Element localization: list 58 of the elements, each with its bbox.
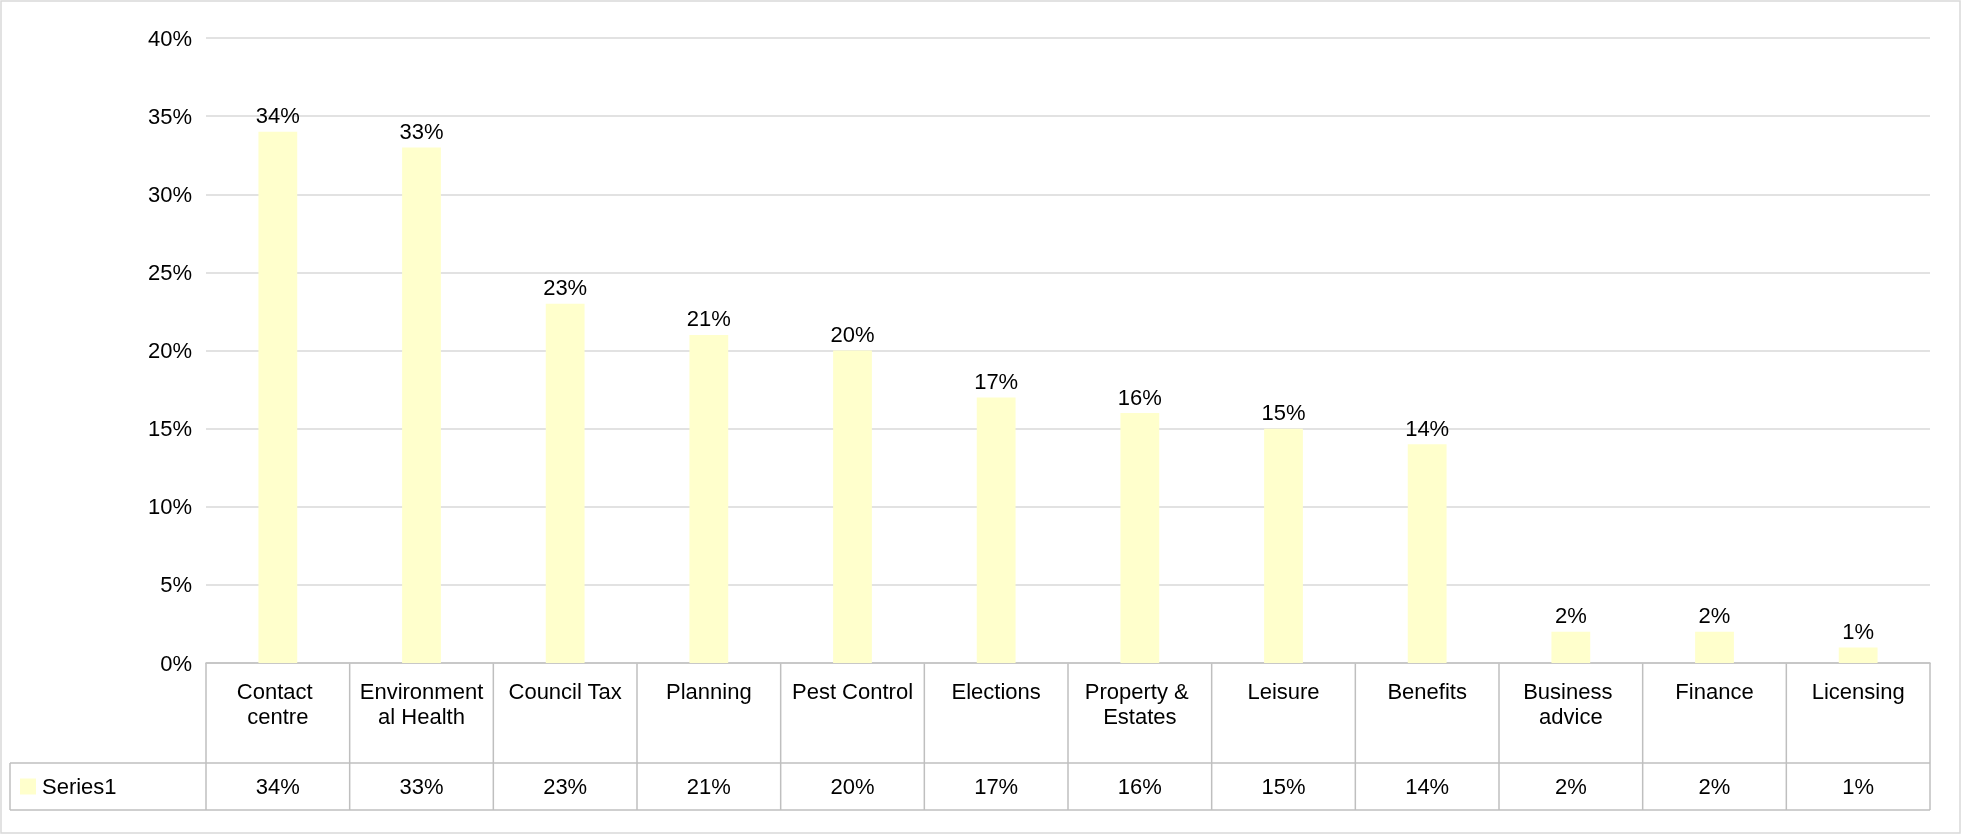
bar bbox=[1264, 428, 1303, 663]
y-tick-label: 20% bbox=[147, 338, 192, 363]
data-label: 2% bbox=[1698, 774, 1731, 799]
text: 17% bbox=[974, 368, 1019, 394]
text: 21% bbox=[686, 306, 731, 332]
x-tick-label: Business advice bbox=[1523, 679, 1619, 729]
x-tick-label: Benefits bbox=[1387, 679, 1467, 704]
data-label: 21% bbox=[686, 774, 731, 799]
bar bbox=[1407, 444, 1447, 663]
y-tick-label: 5% bbox=[160, 572, 192, 598]
text: 14% bbox=[1405, 415, 1450, 441]
text: 33% bbox=[399, 118, 444, 144]
data-label: 14% bbox=[1405, 774, 1450, 799]
bar bbox=[1551, 631, 1591, 663]
y-tick-label: 35% bbox=[147, 103, 192, 129]
y-tick-label: 25% bbox=[147, 259, 192, 285]
x-tick-label: Licensing bbox=[1811, 679, 1905, 704]
x-tick-label: Contact centre bbox=[236, 679, 319, 729]
data-label: 15% bbox=[1261, 774, 1306, 799]
x-tick-label: Planning bbox=[666, 679, 752, 704]
text: 2% bbox=[1698, 603, 1731, 629]
x-tick-label: Elections bbox=[951, 679, 1041, 704]
data-label: 16% bbox=[1117, 774, 1162, 799]
data-label: 34% bbox=[255, 774, 300, 799]
y-tick-label: 0% bbox=[160, 650, 192, 676]
bar bbox=[402, 147, 441, 663]
data-label: 1% bbox=[1842, 774, 1875, 799]
data-label: 20% bbox=[830, 774, 875, 799]
text: 2% bbox=[1554, 603, 1587, 629]
text: 23% bbox=[543, 275, 588, 301]
x-tick-label: Council Tax bbox=[508, 679, 622, 704]
x-tick-label: Leisure bbox=[1247, 679, 1320, 704]
x-tick-label: Environmental Health bbox=[359, 679, 484, 729]
text: 20% bbox=[830, 322, 875, 347]
bar bbox=[1695, 631, 1734, 663]
x-tick-label: Property & Estates bbox=[1084, 679, 1195, 729]
data-label: 33% bbox=[399, 774, 444, 799]
x-tick-label: Pest Control bbox=[791, 679, 914, 704]
data-label: 23% bbox=[543, 774, 588, 799]
bar bbox=[545, 303, 585, 663]
bar bbox=[1120, 413, 1160, 663]
bar bbox=[976, 397, 1016, 663]
bar bbox=[1838, 647, 1878, 663]
y-tick-label: 30% bbox=[147, 181, 192, 207]
y-tick-label: 40% bbox=[147, 25, 192, 51]
data-label: 17% bbox=[974, 774, 1019, 799]
text: 1% bbox=[1842, 618, 1875, 644]
y-tick-label: 15% bbox=[147, 416, 192, 442]
bar bbox=[258, 131, 298, 663]
text: 16% bbox=[1117, 384, 1162, 410]
text: 34% bbox=[255, 103, 300, 129]
y-tick-label: 10% bbox=[147, 494, 192, 520]
x-tick-label: Finance bbox=[1675, 679, 1754, 704]
data-label: 2% bbox=[1554, 774, 1587, 799]
text: 15% bbox=[1261, 400, 1306, 426]
legend-label: Series1 bbox=[42, 774, 117, 799]
bar bbox=[689, 334, 729, 663]
bar bbox=[833, 350, 872, 663]
